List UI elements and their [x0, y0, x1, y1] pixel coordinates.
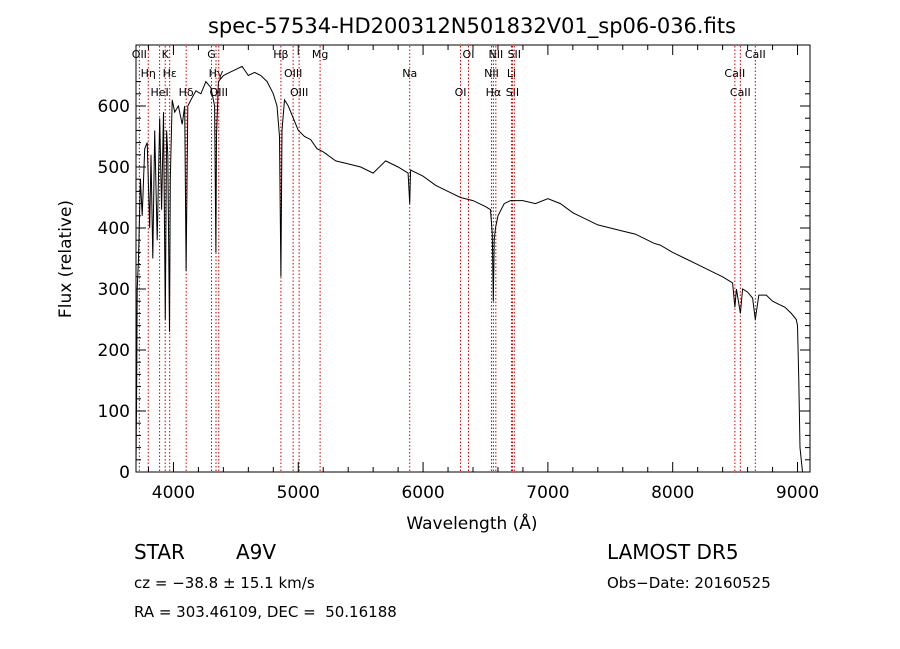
line-marker-label: OIII [284, 67, 302, 80]
line-marker-label: HeI [150, 86, 168, 99]
x-tick-label: 5000 [277, 483, 320, 503]
coordinates: RA = 303.46109, DEC = 50.16188 [134, 603, 397, 621]
line-marker-label: OI [455, 86, 467, 99]
line-marker-label: CaII [724, 67, 745, 80]
line-marker-label: Na [402, 67, 417, 80]
plot-frame [135, 44, 811, 473]
y-tick-label: 200 [98, 341, 130, 361]
obs-date: Obs−Date: 20160525 [607, 574, 771, 592]
line-marker-label: Mg [312, 48, 328, 61]
object-class: STAR [134, 540, 185, 564]
x-tick-label: 4000 [152, 483, 195, 503]
y-axis: 0 100 200 300 400 500 600 [98, 81, 810, 483]
subclass: A9V [236, 540, 277, 564]
line-marker-label: NII [488, 48, 503, 61]
y-tick-label: 400 [98, 219, 130, 239]
x-tick-label: 7000 [526, 483, 569, 503]
line-marker-label: OI [463, 48, 475, 61]
line-marker-label: OIII [210, 86, 228, 99]
x-axis: 4000 5000 6000 7000 8000 9000 [147, 45, 819, 503]
y-tick-label: 300 [98, 280, 130, 300]
x-tick-label: 6000 [401, 483, 444, 503]
line-marker-label: Hβ [273, 48, 288, 61]
y-axis-label: Flux (relative) [56, 200, 76, 318]
line-marker-label: Li [507, 67, 516, 80]
line-marker-label: SII [508, 48, 521, 61]
redshift-readout: cz = −38.8 ± 15.1 km/s [134, 574, 315, 592]
line-marker-label: SII [506, 86, 519, 99]
line-marker-label: K [162, 48, 170, 61]
y-tick-label: 100 [98, 402, 130, 422]
line-marker-label: Hδ [179, 86, 194, 99]
chart-title: spec-57534-HD200312N501832V01_sp06-036.f… [208, 14, 736, 39]
line-marker-label: Hα [486, 86, 502, 99]
line-marker-label: Hη [141, 67, 156, 80]
x-axis-label: Wavelength (Å) [406, 512, 537, 534]
line-marker-label: Hγ [209, 67, 224, 80]
line-marker-label: NII [484, 67, 499, 80]
line-marker-label: CaII [745, 48, 766, 61]
y-tick-label: 600 [98, 97, 130, 117]
line-marker-label: OII [132, 48, 147, 61]
line-marker-label: OIII [290, 86, 308, 99]
spectrum-line [135, 65, 803, 473]
survey-name: LAMOST DR5 [607, 540, 739, 564]
x-tick-label: 9000 [776, 483, 819, 503]
y-tick-label: 0 [119, 463, 130, 483]
y-tick-label: 500 [98, 158, 130, 178]
x-tick-label: 8000 [651, 483, 694, 503]
line-marker-label: G [207, 48, 216, 61]
line-marker-label: Hε [163, 67, 177, 80]
line-marker-label: CaII [730, 86, 751, 99]
